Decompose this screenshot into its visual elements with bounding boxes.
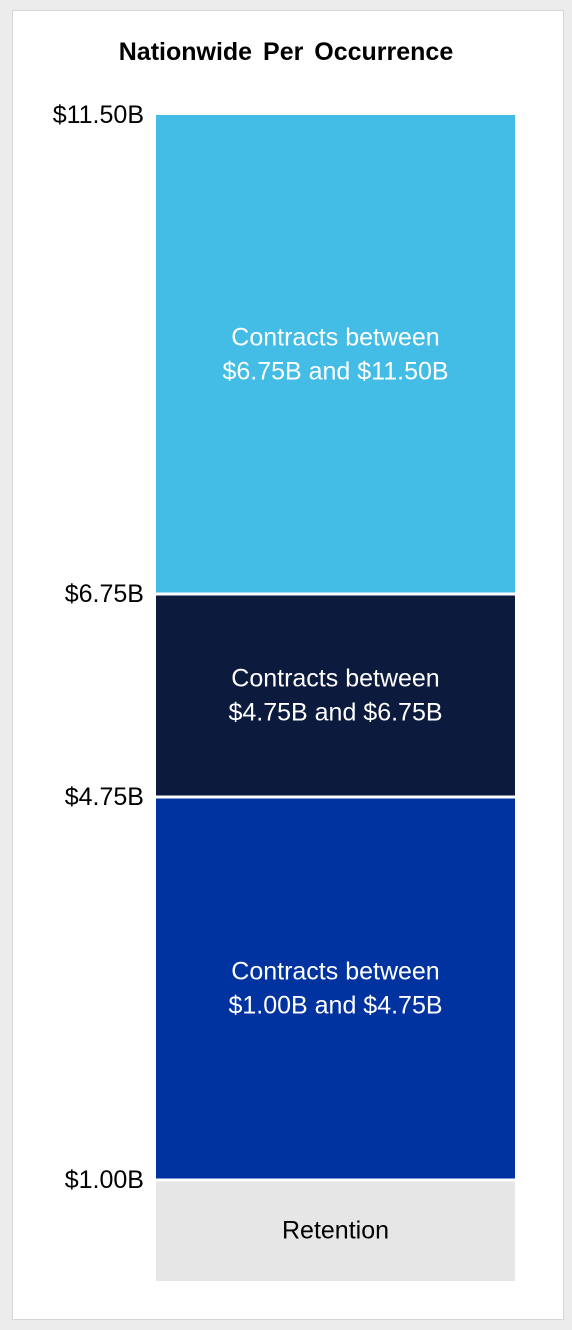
segment-bar-3 (156, 115, 515, 594)
segment-label-3-line-1: $6.75B and $11.50B (222, 358, 448, 386)
segment-bar-2 (156, 594, 515, 797)
tick-label-6-75b: $6.75B (65, 580, 144, 608)
tick-label-1-00b: $1.00B (65, 1166, 144, 1194)
chart-title: Nationwide Per Occurrence (118, 38, 454, 66)
tower-segment-0: Retention (156, 1180, 515, 1281)
segment-bar-1 (156, 797, 515, 1180)
segment-label-2-line-0: Contracts between (231, 665, 439, 693)
tower-segment-2: Contracts between $4.75B and $6.75B (156, 594, 515, 797)
segment-label-1-line-0: Contracts between (231, 958, 439, 986)
tick-label-4-75b: $4.75B (65, 783, 144, 811)
segment-label-2-line-1: $4.75B and $6.75B (228, 699, 442, 727)
segment-label-3-line-0: Contracts between (231, 324, 439, 352)
segment-label-1-line-1: $1.00B and $4.75B (228, 992, 442, 1020)
segment-label-0-line-0: Retention (282, 1217, 389, 1245)
segment-bar-0 (156, 1180, 515, 1281)
tick-label-11-50b: $11.50B (53, 101, 144, 129)
tower-segment-1: Contracts between $1.00B and $4.75B (156, 797, 515, 1180)
tower-segment-3: Contracts between $6.75B and $11.50B (156, 115, 515, 594)
